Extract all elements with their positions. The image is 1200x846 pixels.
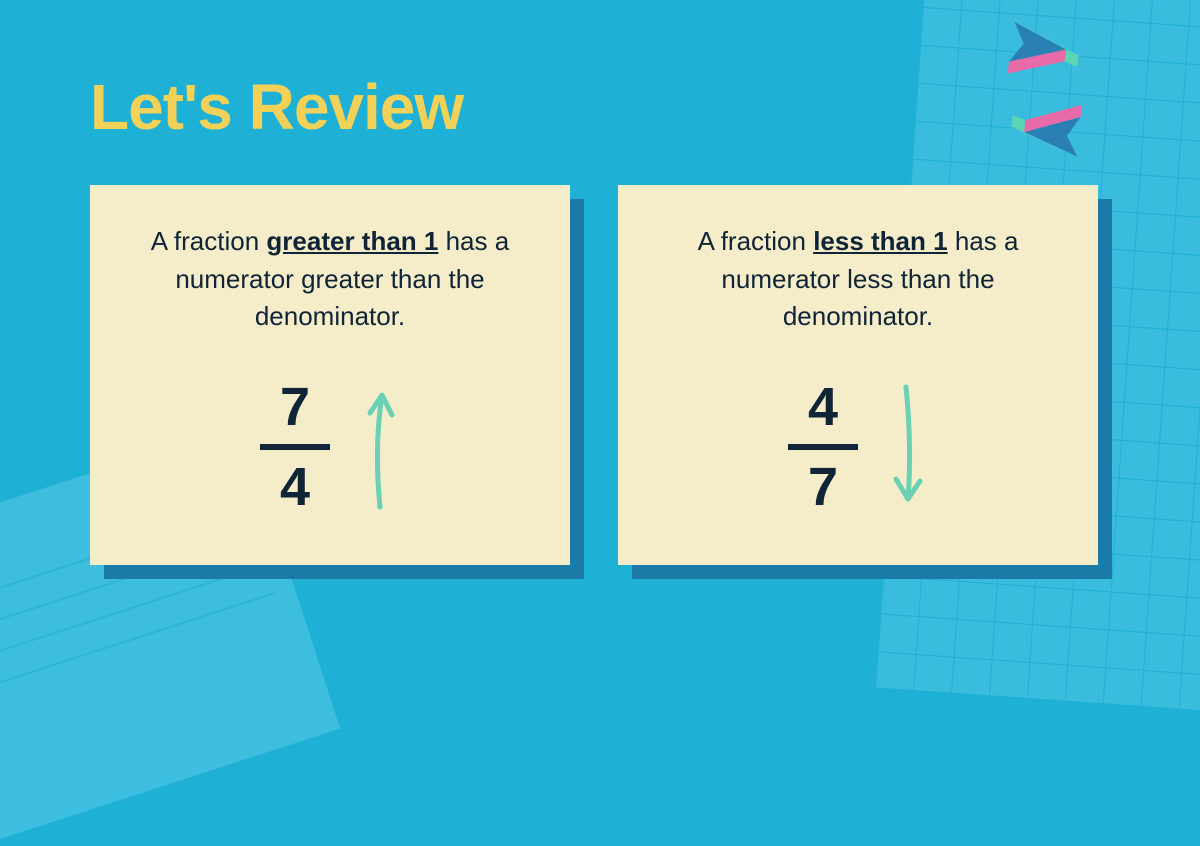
page-title: Let's Review [90, 70, 463, 144]
denominator: 4 [280, 456, 310, 518]
text-bold: greater than 1 [266, 226, 438, 256]
card: A fraction less than 1 has a numerator l… [618, 185, 1098, 565]
fraction-example: 7 4 [130, 376, 530, 518]
text-bold: less than 1 [813, 226, 947, 256]
denominator: 7 [808, 456, 838, 518]
card-description: A fraction greater than 1 has a numerato… [130, 223, 530, 336]
text-pre: A fraction [698, 226, 814, 256]
card-less-than-1: A fraction less than 1 has a numerator l… [618, 185, 1098, 565]
arrow-down-icon [888, 377, 928, 517]
fraction-bar [788, 444, 858, 450]
card: A fraction greater than 1 has a numerato… [90, 185, 570, 565]
fraction: 7 4 [260, 376, 330, 518]
card-greater-than-1: A fraction greater than 1 has a numerato… [90, 185, 570, 565]
numerator: 7 [280, 376, 310, 438]
chevron-3d-decor [980, 28, 1120, 168]
card-description: A fraction less than 1 has a numerator l… [658, 223, 1058, 336]
cards-container: A fraction greater than 1 has a numerato… [90, 185, 1098, 565]
numerator: 4 [808, 376, 838, 438]
arrow-up-icon [360, 377, 400, 517]
fraction-example: 4 7 [658, 376, 1058, 518]
fraction-bar [260, 444, 330, 450]
text-pre: A fraction [151, 226, 267, 256]
fraction: 4 7 [788, 376, 858, 518]
